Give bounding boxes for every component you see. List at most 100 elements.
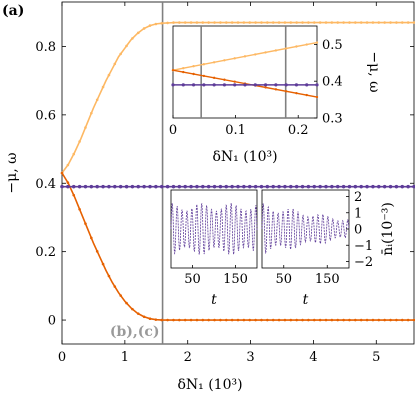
inset-series-point bbox=[192, 65, 195, 68]
series-point bbox=[201, 184, 205, 189]
osc-frame bbox=[170, 189, 258, 269]
series-point bbox=[95, 184, 99, 189]
y-tick-label: 0.6 bbox=[35, 108, 56, 123]
series-point bbox=[172, 21, 175, 24]
series-point bbox=[365, 184, 369, 189]
series-point bbox=[242, 184, 246, 189]
series-point bbox=[312, 21, 316, 24]
series-point bbox=[142, 27, 146, 30]
series-point bbox=[177, 184, 182, 189]
inset-y-tick-label: 0.3 bbox=[322, 112, 343, 127]
series-point bbox=[406, 184, 410, 189]
series-point bbox=[130, 184, 135, 189]
inset-series-point bbox=[181, 83, 185, 87]
series-point bbox=[324, 21, 328, 24]
series-point bbox=[394, 184, 399, 189]
series-point bbox=[306, 184, 311, 189]
series-point bbox=[66, 184, 70, 189]
inset-x-tick-label: 0 bbox=[169, 123, 177, 138]
inset-bottom: 50 150 t 50 150 t −2−10 12 n̄ᵢ(10⁻³) bbox=[170, 189, 396, 308]
inset-y-tick-label: 0.4 bbox=[322, 75, 343, 90]
series-point bbox=[248, 21, 252, 24]
series-point bbox=[66, 181, 70, 184]
series-point bbox=[160, 21, 164, 25]
inset-series-point bbox=[295, 91, 298, 95]
series-point bbox=[113, 62, 117, 66]
x-tick-label: 3 bbox=[246, 350, 254, 365]
series-point bbox=[266, 21, 269, 24]
series-point bbox=[142, 315, 146, 319]
inset-series-point bbox=[315, 83, 319, 87]
y-tick-label: 0.4 bbox=[35, 177, 56, 192]
series-point bbox=[207, 21, 210, 24]
osc-series-line bbox=[170, 202, 258, 255]
series-point bbox=[166, 318, 169, 322]
series-point bbox=[312, 184, 317, 189]
x-tick-label: 5 bbox=[372, 350, 380, 365]
series-point bbox=[148, 24, 152, 27]
series-point bbox=[207, 318, 210, 322]
inset-series-point bbox=[253, 83, 257, 87]
series-point bbox=[224, 318, 228, 322]
series-point bbox=[148, 317, 152, 320]
series-point bbox=[348, 318, 351, 322]
inset-series-point bbox=[254, 53, 257, 56]
osc-x-tick-label: 150 bbox=[315, 272, 340, 287]
inset-series-point bbox=[305, 43, 308, 46]
series-point bbox=[165, 184, 170, 189]
series-point bbox=[348, 21, 351, 24]
series-point bbox=[359, 21, 363, 24]
series-point bbox=[247, 184, 252, 189]
series-point bbox=[330, 318, 334, 322]
series-point bbox=[330, 21, 334, 24]
osc-y-tick-label: 1 bbox=[354, 206, 362, 221]
osc-y-axis-label: n̄ᵢ(10⁻³) bbox=[380, 202, 396, 256]
series-point bbox=[131, 37, 134, 40]
series-point bbox=[342, 21, 345, 24]
series-point bbox=[377, 21, 381, 24]
series-point bbox=[277, 318, 281, 322]
series-point bbox=[89, 184, 94, 189]
series-point bbox=[72, 152, 76, 156]
series-point bbox=[171, 184, 176, 189]
inset-series-point bbox=[274, 83, 278, 87]
series-point bbox=[283, 184, 287, 189]
series-point bbox=[271, 21, 275, 24]
series-point bbox=[230, 21, 234, 24]
series-point bbox=[78, 207, 81, 211]
series-point bbox=[389, 21, 392, 24]
series-point bbox=[347, 184, 352, 189]
series-point bbox=[294, 184, 299, 189]
series-point bbox=[354, 21, 357, 24]
series-point bbox=[342, 318, 345, 322]
series-point bbox=[125, 301, 128, 305]
inset-series-point bbox=[191, 83, 196, 87]
series-point bbox=[318, 184, 322, 189]
series-point bbox=[242, 318, 246, 322]
series-point bbox=[353, 184, 358, 189]
inset-series-point bbox=[202, 83, 206, 87]
inset-frame bbox=[172, 25, 318, 119]
series-point bbox=[219, 318, 222, 322]
series-point bbox=[71, 184, 76, 189]
series-point bbox=[148, 184, 152, 189]
series-point bbox=[66, 163, 70, 167]
inset-series-point bbox=[305, 83, 309, 87]
inset-series-point bbox=[295, 45, 298, 48]
osc-y-tick-label: −2 bbox=[354, 255, 373, 270]
series-point bbox=[84, 222, 87, 225]
series-point bbox=[84, 126, 87, 129]
series-point bbox=[183, 318, 187, 322]
inset-series-point bbox=[264, 51, 267, 54]
inset-series-point bbox=[171, 83, 175, 87]
series-point bbox=[107, 274, 111, 278]
series-point bbox=[219, 21, 222, 24]
series-point bbox=[254, 21, 257, 24]
series-point bbox=[371, 21, 375, 24]
inset-series-point bbox=[243, 55, 247, 58]
series-point bbox=[312, 318, 316, 322]
series-point bbox=[289, 21, 293, 24]
inset-series-point bbox=[284, 47, 288, 50]
inset-series-point bbox=[182, 66, 185, 70]
